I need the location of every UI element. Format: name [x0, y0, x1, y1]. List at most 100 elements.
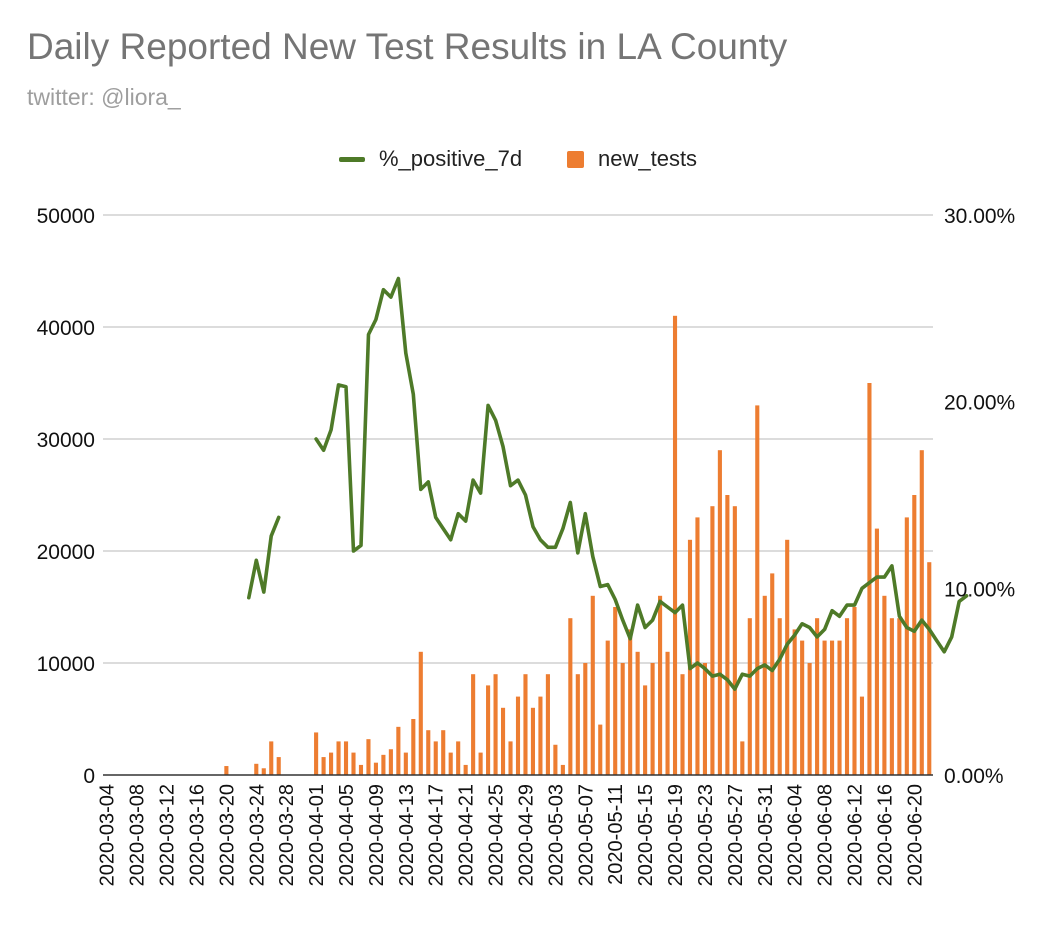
bar-new-tests [747, 618, 752, 775]
bar-new-tests [500, 707, 506, 775]
bar-new-tests [321, 757, 326, 775]
bar-new-tests [515, 696, 521, 775]
bar-new-tests [755, 405, 760, 775]
bar-new-tests [882, 595, 887, 775]
bar-new-tests [403, 752, 408, 775]
x-tick-label: 2020-04-29 [515, 784, 537, 886]
bar-new-tests [717, 450, 722, 775]
bar-new-tests [343, 741, 349, 775]
x-tick-label: 2020-06-04 [785, 784, 807, 886]
bar-new-tests [658, 595, 663, 775]
x-tick-label: 2020-03-12 [157, 784, 179, 886]
x-tick-label: 2020-04-17 [426, 784, 448, 886]
bar-new-tests [859, 696, 865, 775]
x-tick-label: 2020-06-20 [904, 784, 926, 886]
bar-new-tests [889, 618, 894, 775]
legend-item-positive-rate: %_positive_7d [339, 144, 522, 174]
bar-new-tests [351, 752, 356, 775]
bar-new-tests [904, 517, 909, 775]
bar-new-tests [493, 674, 498, 775]
x-tick-label: 2020-05-23 [695, 784, 717, 886]
bar-new-tests [478, 752, 483, 775]
bar-new-tests [695, 517, 700, 775]
bar-new-tests [800, 640, 805, 775]
bar-new-tests [545, 674, 550, 775]
legend-swatch-positive-rate [339, 156, 365, 162]
bar-new-tests [613, 607, 618, 775]
bar-new-tests [388, 749, 393, 775]
bar-new-tests [411, 719, 416, 775]
x-tick-label: 2020-05-07 [575, 784, 597, 886]
x-tick-label: 2020-04-21 [456, 784, 478, 886]
bar-new-tests [867, 383, 872, 775]
bar-new-tests [785, 539, 790, 775]
x-tick-label: 2020-05-15 [635, 784, 657, 886]
bar-new-tests [433, 741, 438, 775]
bar-new-tests [373, 762, 378, 775]
bar-new-tests [844, 618, 850, 775]
bar-new-tests [261, 768, 266, 775]
y-left-tick-label: 50000 [37, 205, 95, 228]
bar-new-tests [792, 629, 797, 775]
x-tick-label: 2020-03-16 [186, 784, 208, 886]
bar-new-tests [927, 562, 932, 775]
bar-new-tests [396, 726, 401, 775]
legend-label-new-tests: new_tests [598, 146, 698, 171]
bar-new-tests [815, 618, 820, 775]
x-tick-label: 2020-04-09 [366, 784, 388, 886]
y-left-tick-label: 40000 [37, 317, 95, 340]
bar-new-tests [448, 752, 453, 775]
bar-new-tests [314, 732, 319, 775]
x-tick-label: 2020-03-24 [246, 784, 268, 886]
bar-new-tests [725, 495, 730, 775]
y-right-tick-label: 10.00% [944, 578, 1015, 601]
line-segment-positive-rate [314, 276, 969, 691]
bar-new-tests [650, 663, 655, 775]
axes: 0 10000 20000 30000 40000 50000 0.00% 10.00% 20.… [37, 205, 1016, 886]
x-tick-label: 2020-04-13 [396, 784, 418, 886]
bar-new-tests [919, 450, 924, 775]
bar-new-tests [822, 640, 827, 775]
bar-new-tests [471, 674, 476, 775]
legend-label-positive-rate: %_positive_7d [379, 146, 523, 171]
x-tick-label: 2020-03-08 [127, 784, 149, 886]
bar-new-tests [583, 663, 588, 775]
legend: %_positive_7d new_tests [0, 144, 1050, 174]
bar-new-tests [560, 764, 565, 775]
bar-new-tests [628, 629, 633, 775]
bar-new-tests [441, 730, 446, 775]
bar-new-tests [680, 674, 685, 775]
bar-new-tests [740, 741, 745, 775]
bar-new-tests [426, 730, 431, 775]
legend-swatch-new-tests [567, 150, 584, 168]
bar-new-tests [710, 506, 715, 775]
y-left-tick-label: 20000 [37, 541, 95, 564]
x-tick-label: 2020-06-08 [815, 784, 837, 886]
bar-new-tests [897, 618, 902, 775]
x-tick-label: 2020-06-16 [874, 784, 896, 886]
bar-new-tests [224, 766, 229, 775]
bar-new-tests [358, 764, 364, 775]
bar-new-tests [463, 764, 468, 775]
bar-new-tests [486, 685, 491, 775]
bar-new-tests [254, 763, 259, 775]
bar-new-tests [568, 618, 573, 775]
bar-new-tests [605, 640, 610, 775]
x-tick-label: 2020-03-04 [97, 784, 119, 886]
bar-new-tests [874, 528, 879, 775]
bar-new-tests [276, 757, 281, 775]
bar-new-tests [590, 595, 595, 775]
bar-new-tests [807, 663, 812, 775]
x-tick-label: 2020-05-19 [665, 784, 687, 886]
y-right-tick-label: 0.00% [944, 765, 1004, 788]
bar-new-tests [762, 595, 767, 775]
bar-new-tests [852, 607, 857, 775]
y-left-tick-label: 30000 [37, 429, 95, 452]
x-tick-label: 2020-05-03 [545, 784, 567, 886]
new-tests-bars [224, 315, 932, 775]
chart-subtitle: twitter: @liora_ [27, 84, 181, 110]
x-tick-label: 2020-05-11 [605, 784, 627, 885]
chart-title: Daily Reported New Test Results in LA Co… [27, 26, 788, 67]
bar-new-tests [575, 674, 580, 775]
